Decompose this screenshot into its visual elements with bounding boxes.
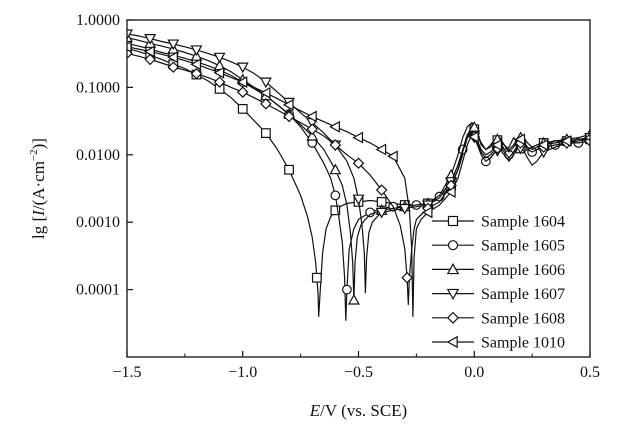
series-marker (491, 139, 502, 151)
series-marker (283, 110, 295, 123)
series-marker (306, 129, 319, 141)
series-marker (352, 194, 365, 206)
legend-label: Sample 1606 (481, 262, 565, 279)
series-marker (213, 66, 225, 79)
legend-label: Sample 1010 (481, 335, 565, 352)
series-marker (167, 39, 180, 51)
series-marker (330, 205, 341, 216)
series-marker (537, 138, 549, 151)
y-tick-label: 0.0001 (76, 282, 120, 299)
series-marker (311, 272, 322, 283)
series-marker (260, 98, 272, 110)
x-label-unit: /V (vs. SCE) (320, 401, 407, 420)
series-marker (167, 51, 178, 64)
x-tick-label: 0.5 (580, 364, 600, 381)
series-marker (352, 131, 364, 144)
series-marker (259, 86, 271, 99)
series-marker (401, 271, 413, 284)
legend-marker (446, 262, 460, 275)
legend-marker (446, 288, 460, 301)
series-marker (387, 150, 398, 163)
series-marker (514, 133, 526, 146)
legend-label: Sample 1604 (481, 214, 565, 231)
y-label-unit: /(A·cm (29, 161, 48, 210)
series-marker (261, 128, 271, 138)
series-marker (284, 164, 294, 175)
x-label-symbol: E (309, 401, 321, 420)
series-marker (421, 206, 433, 219)
x-tick-label: 0.0 (464, 364, 484, 381)
x-tick-label: −1.0 (228, 364, 257, 381)
ticks-layer: −1.5 −1.0 −0.5 0.0 0.5 1.0000 0.1000 0.0100 0.00… (76, 12, 600, 381)
series-marker (144, 53, 156, 66)
series-marker (167, 61, 180, 73)
legend: Sample 1604 Sample 1605 Sample 1606 Sample … (432, 214, 565, 352)
series-marker (329, 120, 340, 133)
series-marker (190, 67, 203, 80)
y-tick-label: 1.0000 (76, 12, 120, 29)
legend-item: Sample 1604 (432, 214, 565, 231)
legend-marker (447, 240, 459, 251)
legend-label: Sample 1607 (481, 286, 565, 303)
legend-marker (446, 311, 460, 324)
legend-item: Sample 1607 (432, 286, 565, 303)
series-marker (375, 207, 388, 219)
series-marker (236, 76, 248, 89)
series-marker (282, 98, 294, 111)
series-marker (375, 184, 388, 196)
series-marker (330, 190, 341, 201)
legend-item: Sample 1605 (432, 238, 565, 255)
x-tick-label: −1.5 (112, 364, 141, 381)
series-marker (127, 40, 132, 53)
series-marker (236, 86, 249, 98)
series-marker (213, 76, 226, 88)
legend-label: Sample 1608 (481, 310, 565, 327)
series-marker (329, 139, 342, 151)
series-marker (306, 123, 318, 135)
series-marker (190, 58, 202, 71)
series-marker (236, 62, 249, 74)
y-label-prefix: lg [ (29, 216, 48, 239)
series-layer (127, 29, 590, 321)
series-marker (468, 130, 479, 143)
series-marker (329, 163, 342, 175)
legend-item: Sample 1606 (432, 262, 565, 279)
series-marker (213, 52, 226, 64)
series-marker (444, 186, 456, 199)
series-marker (352, 157, 365, 170)
series-marker (398, 203, 411, 215)
y-axis-label: lg [I/(A·cm−2)] (28, 138, 48, 239)
legend-label: Sample 1605 (481, 238, 565, 255)
series-marker (375, 143, 387, 156)
series-marker (259, 77, 272, 89)
series-marker (342, 284, 352, 295)
legend-marker (446, 335, 458, 349)
y-label-suffix: )] (29, 138, 48, 149)
series-marker (143, 45, 155, 58)
legend-marker (447, 215, 459, 227)
y-tick-label: 0.0100 (76, 147, 120, 164)
series-marker (237, 103, 248, 114)
y-tick-label: 0.1000 (76, 79, 120, 96)
series-marker (306, 110, 317, 123)
legend-item: Sample 1010 (432, 335, 565, 352)
series-marker (347, 293, 360, 305)
y-label-exponent: −2 (28, 149, 40, 161)
series-marker (560, 135, 572, 148)
y-tick-label: 0.0010 (76, 214, 120, 231)
series-marker (190, 45, 203, 57)
series-marker (144, 34, 157, 45)
x-axis-label: E/V (vs. SCE) (309, 401, 407, 420)
x-tick-label: −0.5 (344, 364, 373, 381)
legend-item: Sample 1608 (432, 310, 565, 327)
y-label-symbol: I (29, 209, 48, 217)
